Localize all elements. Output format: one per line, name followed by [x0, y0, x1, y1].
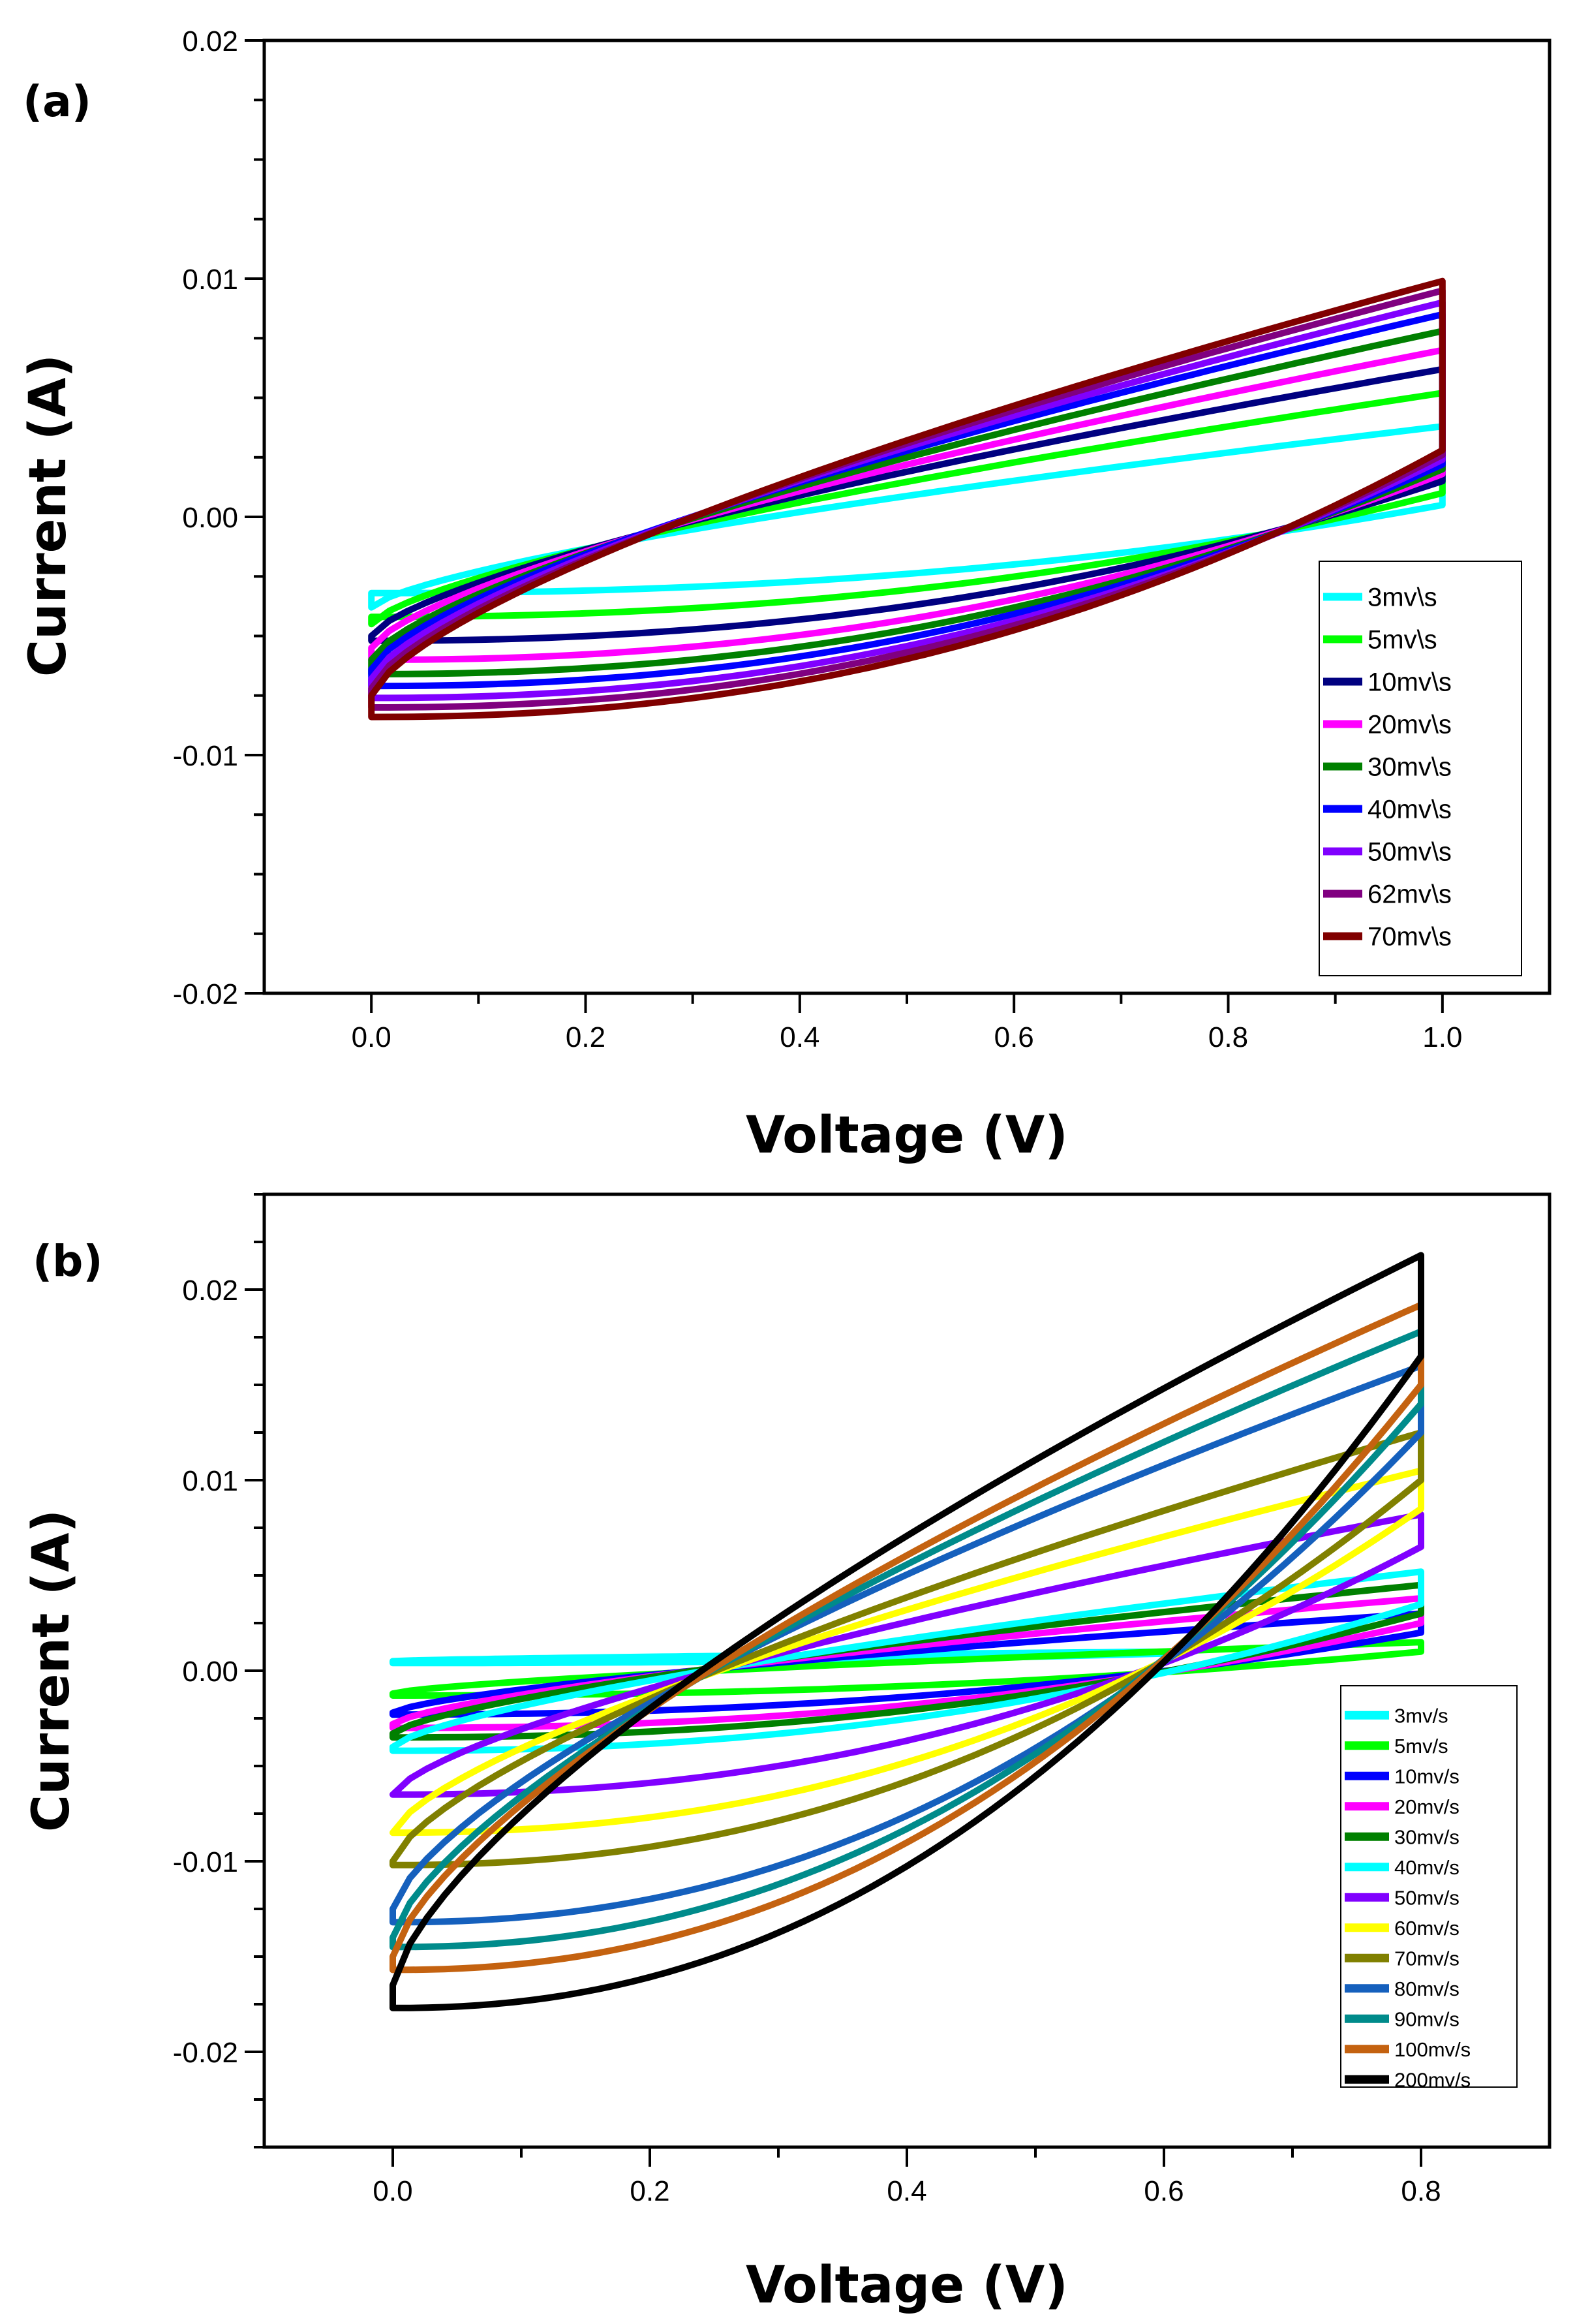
panel-b-legend-label: 20mv/s	[1394, 1795, 1460, 1818]
panel-b-legend-label: 70mv/s	[1394, 1947, 1460, 1970]
panel-b-legend-label: 5mv/s	[1394, 1735, 1448, 1758]
panel-b-legend-label: 90mv/s	[1394, 2007, 1460, 2030]
panel-b-x-tick-label: 0.8	[1401, 2175, 1441, 2207]
panel-a-x-tick-label: 0.2	[566, 1021, 605, 1053]
panel-b-legend-label: 100mv/s	[1394, 2038, 1471, 2061]
panel-a-legend-label: 62mv\s	[1368, 880, 1452, 909]
panel-a-legend-label: 20mv\s	[1368, 711, 1452, 739]
panel-b: (b) 0.0 0.2 0.4 0.6 0.8-0.02-0.010.000.010.0…	[22, 1192, 1552, 2315]
panel-b-legend-label: 10mv/s	[1394, 1765, 1460, 1788]
panel-b-axes: 0.0 0.2 0.4 0.6 0.8 -0.02 -0.01 0.00 0.01 0.02	[173, 1193, 1441, 2207]
panel-a-x-tick-label: 1.0	[1422, 1021, 1462, 1053]
panel-a-x-tick-label: 0.0	[352, 1021, 391, 1053]
panel-b-label: (b)	[33, 1236, 103, 1286]
panel-b-x-tick-label: 0.2	[630, 2175, 669, 2207]
panel-b-legend-label: 80mv/s	[1394, 1977, 1460, 2000]
panel-b-x-tick-label: 0.0	[373, 2175, 412, 2207]
panel-a-label: (a)	[23, 76, 91, 127]
panel-a-y-axis-title: Current (A)	[19, 354, 78, 677]
panel-b-series-200mv-s	[390, 1252, 1424, 2011]
panel-b-x-axis-title: Voltage (V)	[746, 2256, 1068, 2315]
panel-b-legend-label: 50mv/s	[1394, 1886, 1460, 1909]
panel-a-y-tick-label: 0.02	[182, 25, 238, 57]
panel-b-y-tick-label: 0.02	[182, 1275, 238, 1307]
panel-b-x-tick-label: 0.6	[1144, 2175, 1184, 2207]
panel-b-y-tick-label: 0.00	[182, 1656, 238, 1688]
panel-a-legend-label: 50mv\s	[1368, 838, 1452, 867]
panel-a-legend-label: 5mv\s	[1368, 626, 1437, 655]
panel-a: (a) 0.0 0.2 0.4 0.6 0.8 1.0 -0.02 -0.01 0.00 0.01…	[19, 25, 1552, 1165]
panel-a-legend-label: 70mv\s	[1368, 923, 1452, 952]
panel-a-x-tick-label: 0.4	[780, 1021, 819, 1053]
panel-b-y-tick-label: -0.02	[173, 2037, 238, 2069]
panel-b-legend-label: 200mv/s	[1394, 2068, 1471, 2091]
panel-a-series-70mv-s	[368, 277, 1446, 720]
panel-a-series-5mv-s	[368, 390, 1446, 628]
panel-a-legend-label: 40mv\s	[1368, 796, 1452, 824]
panel-b-y-axis-title: Current (A)	[22, 1510, 81, 1832]
panel-a-series-3mv-s	[368, 423, 1446, 611]
panel-a-legend-label: 30mv\s	[1368, 753, 1452, 782]
panel-a-x-tick-label: 0.8	[1208, 1021, 1248, 1053]
panel-a-legend-label: 10mv\s	[1368, 668, 1452, 697]
panel-a-y-tick-label: 0.00	[182, 502, 238, 534]
panel-a-y-tick-label: -0.01	[173, 740, 238, 772]
panel-a-legend-label: 3mv\s	[1368, 583, 1437, 612]
panel-a-y-tick-label: 0.01	[182, 264, 238, 296]
panel-b-y-tick-label: -0.01	[173, 1846, 238, 1878]
panel-b-legend: 3mv/s 5mv/s 10mv/s 20mv/s 30mv/s 40mv/s 50mv/s…	[1340, 1685, 1518, 2091]
panel-b-x-tick-label: 0.4	[887, 2175, 926, 2207]
panel-b-y-tick-label: 0.01	[182, 1465, 238, 1497]
panel-b-legend-label: 3mv/s	[1394, 1704, 1448, 1727]
panel-b-series-70mv-s	[390, 1429, 1424, 1868]
panel-b-legend-label: 30mv/s	[1394, 1825, 1460, 1848]
panel-b-series-group	[390, 1252, 1424, 2011]
panel-a-x-axis-title: Voltage (V)	[746, 1106, 1068, 1165]
panel-a-y-tick-label: -0.02	[173, 978, 238, 1010]
panel-b-legend-label: 40mv/s	[1394, 1856, 1460, 1879]
panel-a-x-tick-label: 0.6	[994, 1021, 1034, 1053]
panel-b-legend-label: 60mv/s	[1394, 1917, 1460, 1940]
panel-b-series-100mv-s	[390, 1301, 1424, 1974]
panel-a-axes: 0.0 0.2 0.4 0.6 0.8 1.0 -0.02 -0.01 0.00 0.01 0.02	[173, 25, 1463, 1053]
panel-a-legend: 3mv\s 5mv\s 10mv\s 20mv\s 30mv\s 40mv\s 50mv\s…	[1319, 561, 1522, 976]
panel-a-series-group	[368, 277, 1446, 720]
